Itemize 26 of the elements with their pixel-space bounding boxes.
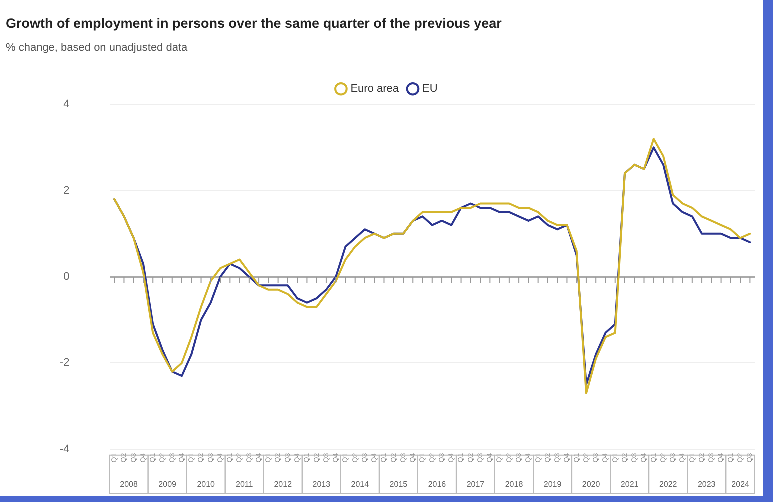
chart-subtitle: % change, based on unadjusted data [6,42,188,54]
text: 2014 [351,480,370,490]
y-tick-label: -4 [60,443,70,456]
y-tick-label: 0 [64,271,70,284]
text: 2016 [428,480,447,490]
text: 2011 [236,480,254,490]
text: 2009 [158,480,178,490]
text: 2015 [390,480,408,490]
text: 2019 [544,480,562,490]
text: 2024 [732,480,750,490]
text: 2012 [274,480,293,490]
legend-label: Euro area [350,83,400,96]
text: 2022 [659,480,678,490]
text: 2008 [120,480,138,490]
y-tick-label: 2 [64,184,70,197]
text: 2023 [698,480,716,490]
chart-title: Growth of employment in persons over the same quarter of the previous year [6,16,502,31]
text: 2017 [466,480,486,490]
text: 2020 [582,480,601,490]
y-tick-label: -2 [60,357,70,370]
text: 2013 [312,480,332,490]
y-tick-label: 4 [64,98,70,111]
text: 2010 [197,480,216,490]
text: 2018 [505,480,524,490]
text: 2021 [620,480,640,490]
legend-label: EU [422,83,438,96]
